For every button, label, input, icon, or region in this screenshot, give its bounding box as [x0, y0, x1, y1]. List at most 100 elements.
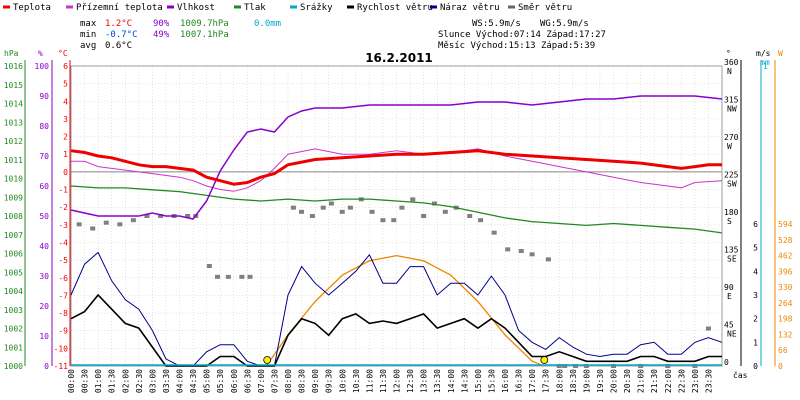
stat-min-hum: 49%	[153, 30, 170, 40]
degree-tick-label: 90	[724, 283, 734, 292]
stat-min-temp: -0.7°C	[105, 30, 138, 40]
time-tick-label: 13:00	[420, 369, 429, 393]
series-wind-direction-point	[442, 209, 448, 214]
ms-unit-label: m/s	[756, 49, 771, 58]
ms-tick-label: 4	[753, 267, 758, 276]
ms-tick-label: 5	[753, 244, 758, 253]
hpa-tick-label: 1001	[4, 343, 23, 352]
celsius-tick-label: 3	[63, 115, 68, 124]
axis-unit-labels: hPa % °C ° m/s mm W čas	[4, 49, 783, 380]
series-wind-direction-point	[103, 220, 109, 225]
stat-max-rain: 0.0mm	[254, 19, 281, 29]
pct-tick-label: 90	[39, 92, 49, 101]
celsius-tick-label: 0	[63, 168, 68, 177]
degree-tick-label: 360	[724, 58, 739, 67]
time-tick-label: 14:00	[447, 369, 456, 393]
celsius-tick-label: -9	[58, 327, 68, 336]
hpa-tick-label: 1004	[4, 287, 23, 296]
time-tick-label: 10:30	[352, 369, 361, 393]
series-wind-direction-point	[347, 205, 353, 210]
series-pressure-line	[70, 185, 723, 234]
celsius-tick-label: -10	[54, 344, 69, 353]
time-tick-label: 01:00	[94, 369, 103, 393]
time-tick-label: 15:30	[487, 369, 496, 393]
pct-tick-label: 40	[39, 242, 49, 251]
time-tick-label: 19:30	[596, 369, 605, 393]
x-axis: 00:00 00:30 01:00 01:30 02:00 02:30 03:00 03:30…	[67, 369, 713, 393]
series-wind-direction-point	[399, 205, 405, 210]
time-tick-label: 11:00	[365, 369, 374, 393]
time-tick-label: 11:30	[379, 369, 388, 393]
time-tick-label: 05:30	[216, 369, 225, 393]
compass-direction-label: N	[727, 67, 732, 76]
hpa-tick-label: 1000	[4, 362, 23, 371]
celsius-tick-label: 1	[63, 150, 68, 159]
mm-unit-label: mm	[760, 58, 770, 67]
time-tick-label: 02:00	[121, 369, 130, 393]
series-wind-direction-point	[491, 230, 497, 235]
pct-tick-label: 0	[44, 362, 49, 371]
series-wind-direction-point	[369, 209, 375, 214]
series-wind-direction-point	[185, 214, 191, 218]
stat-wg: WG:5.9m/s	[540, 19, 589, 29]
compass-direction-label: NE	[727, 330, 737, 339]
stats-block: max 1.2°C 90% 1009.7hPa 0.0mm min -0.7°C…	[80, 19, 606, 51]
celsius-tick-label: -6	[58, 274, 68, 283]
degree-tick-label: 0	[724, 358, 729, 367]
time-tick-label: 06:00	[230, 369, 239, 393]
time-tick-label: 04:00	[176, 369, 185, 393]
legend-label: Tlak	[244, 3, 266, 13]
ms-tick-label: 3	[753, 291, 758, 300]
series-wind-direction-point	[665, 364, 671, 368]
time-tick-label: 20:00	[610, 369, 619, 393]
time-tick-label: 09:30	[325, 369, 334, 393]
celsius-tick-label: -3	[58, 221, 68, 230]
series-wind-direction-point	[76, 222, 82, 227]
series-solar-line	[265, 254, 545, 367]
watt-tick-label: 396	[778, 267, 793, 276]
celsius-tick-label: -1	[58, 186, 68, 195]
legend-label: Přízemní teplota	[76, 3, 163, 13]
legend-label: Rychlost větru	[357, 3, 433, 13]
hpa-tick-label: 1003	[4, 306, 23, 315]
legend-label: Srážky	[300, 3, 333, 13]
series-wind-direction-point	[380, 218, 386, 223]
degree-tick-label: 45	[724, 321, 734, 330]
stat-sun: Slunce Východ:07:14 Západ:17:27	[438, 30, 606, 40]
celsius-tick-label: -7	[58, 291, 68, 300]
time-tick-label: 03:00	[148, 369, 157, 393]
hpa-tick-label: 1014	[4, 100, 23, 109]
ms-tick-label: 2	[753, 315, 758, 324]
series-wind-direction-point	[410, 197, 416, 202]
stat-min-press: 1007.1hPa	[180, 30, 229, 40]
series-wind-direction-point	[573, 364, 579, 368]
series-wind-direction-point	[158, 214, 164, 218]
time-tick-label: 18:00	[555, 369, 564, 393]
celsius-tick-label: -8	[58, 309, 68, 318]
watt-tick-label: 0	[778, 362, 783, 371]
time-axis-label: čas	[733, 370, 748, 380]
time-tick-label: 08:30	[298, 369, 307, 393]
stat-avg-temp: 0.6°C	[105, 41, 132, 51]
pct-tick-label: 10	[39, 332, 49, 341]
legend-label: Směr větru	[518, 3, 572, 13]
series-wind-direction-point	[90, 226, 96, 231]
compass-direction-label: E	[727, 292, 732, 301]
series-wind-direction-point	[421, 214, 427, 218]
time-tick-label: 18:30	[569, 369, 578, 393]
series-wind-direction-point	[144, 214, 150, 218]
series-wind-direction-point	[309, 214, 315, 218]
series-wind-direction-point	[638, 364, 644, 368]
ms-tick-label: 0	[753, 362, 758, 371]
stat-min-label: min	[80, 30, 96, 40]
degree-tick-label: 270	[724, 133, 739, 142]
ms-tick-label: 1	[753, 338, 758, 347]
series-wind-direction-point	[505, 247, 511, 252]
time-tick-label: 10:00	[338, 369, 347, 393]
time-tick-label: 19:00	[582, 369, 591, 393]
celsius-tick-label: -4	[58, 238, 68, 247]
stat-max-press: 1009.7hPa	[180, 19, 229, 29]
watt-tick-label: 528	[778, 236, 793, 245]
y-axes: 1016101510141013101210111010100910081007…	[4, 58, 793, 371]
